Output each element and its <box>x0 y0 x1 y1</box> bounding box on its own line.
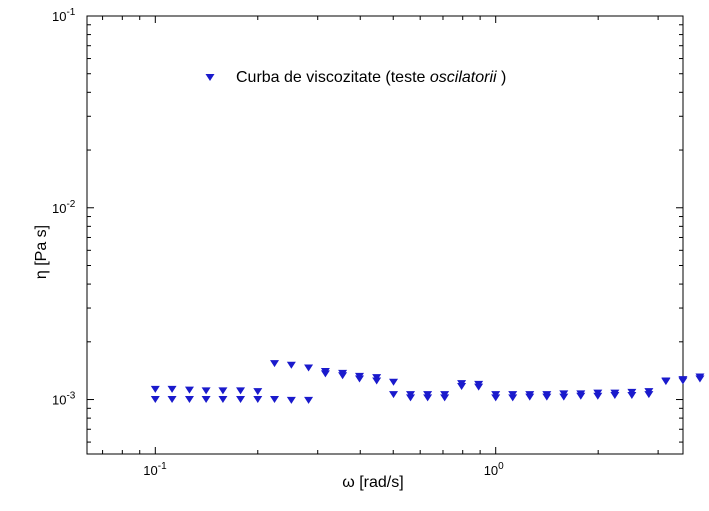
y-tick-exponent: -1 <box>66 7 75 18</box>
data-point <box>286 361 296 369</box>
y-tick-base: 10 <box>52 393 66 408</box>
data-point <box>508 394 518 402</box>
data-point <box>491 394 501 402</box>
data-point <box>338 372 348 380</box>
data-point <box>678 377 688 385</box>
data-point <box>559 393 569 401</box>
data-point <box>457 382 467 390</box>
data-point <box>167 385 177 393</box>
data-point <box>644 391 654 399</box>
data-point <box>218 396 228 404</box>
x-tick-base: 10 <box>484 463 498 478</box>
data-point <box>423 394 433 402</box>
x-tick-exponent: 0 <box>498 461 504 472</box>
plot-frame <box>86 15 684 455</box>
data-point <box>389 391 399 399</box>
data-point <box>406 394 416 402</box>
data-point <box>201 387 211 395</box>
legend-label-plain: Curba de viscozitate (teste <box>236 69 430 86</box>
data-point <box>253 388 263 396</box>
x-axis-ticks: 10-1 100 <box>102 16 659 478</box>
data-point <box>440 394 450 402</box>
data-point <box>150 396 160 404</box>
legend-marker <box>205 74 215 81</box>
data-point <box>236 396 246 404</box>
data-point <box>372 377 382 385</box>
data-point <box>627 391 637 399</box>
y-tick-label: 10-2 <box>52 199 76 216</box>
data-point <box>576 392 586 400</box>
data-point <box>355 375 365 383</box>
data-point <box>270 360 280 368</box>
data-point <box>236 387 246 395</box>
data-point <box>270 396 280 404</box>
y-axis-label: η [Pa s] <box>33 225 50 279</box>
data-point <box>525 393 535 401</box>
legend: Curba de viscozitate (teste oscilatorii … <box>205 69 506 86</box>
data-points <box>150 360 705 404</box>
data-point <box>286 396 296 404</box>
plot-area-border <box>86 15 684 455</box>
data-point <box>184 396 194 404</box>
data-point <box>474 383 484 391</box>
x-tick-label: 100 <box>484 461 504 478</box>
y-tick-exponent: -3 <box>66 391 75 402</box>
data-point <box>253 396 263 404</box>
data-point <box>593 392 603 400</box>
data-point <box>542 393 552 401</box>
legend-label-italic: oscilatorii <box>430 69 497 86</box>
data-point <box>167 396 177 404</box>
legend-label-suffix: ) <box>497 69 507 86</box>
y-tick-base: 10 <box>52 9 66 24</box>
data-point <box>184 386 194 394</box>
data-point <box>304 396 314 404</box>
data-point <box>218 387 228 395</box>
y-tick-exponent: -2 <box>66 199 75 210</box>
y-tick-label: 10-1 <box>52 7 76 24</box>
x-tick-exponent: -1 <box>158 461 167 472</box>
x-tick-label: 10-1 <box>143 461 167 478</box>
data-point <box>304 364 314 372</box>
data-point <box>610 391 620 399</box>
data-point <box>389 378 399 386</box>
y-tick-base: 10 <box>52 201 66 216</box>
x-axis-label: ω [rad/s] <box>342 474 403 491</box>
data-point <box>150 385 160 393</box>
data-point <box>695 375 705 383</box>
data-point <box>320 370 330 378</box>
data-point <box>661 378 671 386</box>
data-point <box>201 396 211 404</box>
legend-label: Curba de viscozitate (teste oscilatorii … <box>236 69 506 86</box>
y-tick-label: 10-3 <box>52 391 76 408</box>
y-axis-ticks: 10-110-210-3 <box>52 7 683 443</box>
x-tick-base: 10 <box>143 463 157 478</box>
